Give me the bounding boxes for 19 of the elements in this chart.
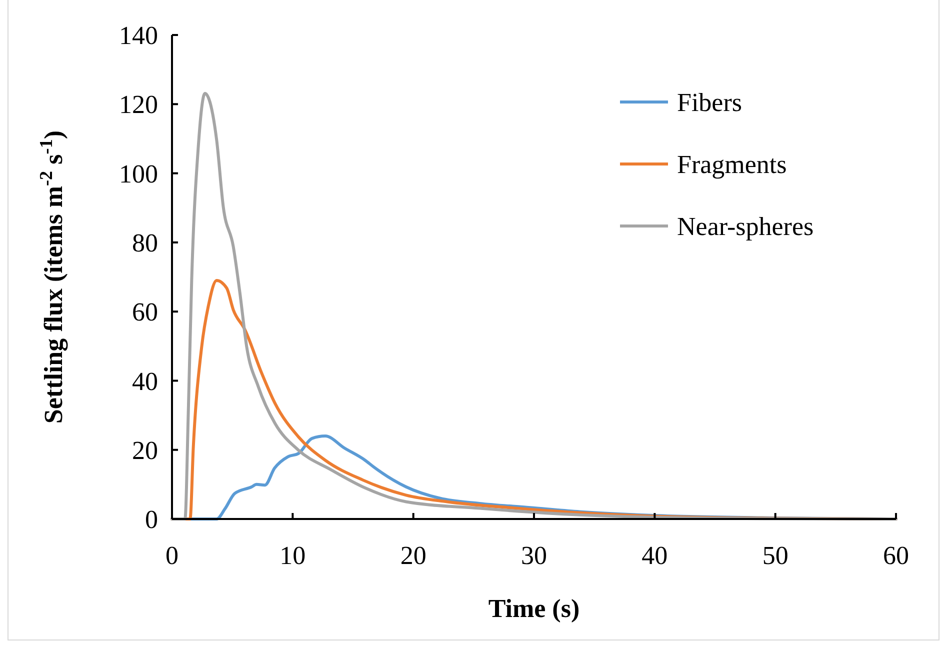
y-tick-label: 0	[145, 505, 158, 534]
x-tick-label: 30	[521, 541, 547, 570]
y-tick-label: 40	[132, 366, 158, 396]
y-tick-label: 120	[119, 90, 158, 120]
x-tick-label: 20	[400, 541, 426, 570]
x-tick-label: 60	[883, 541, 909, 570]
x-axis-title: Time (s)	[488, 594, 580, 623]
legend-label: Near-spheres	[677, 212, 814, 242]
x-tick-label: 40	[642, 541, 668, 570]
x-tick-label: 10	[280, 541, 306, 570]
x-tick-label: 0	[166, 541, 178, 570]
legend-label: Fragments	[677, 150, 787, 180]
y-tick-label: 100	[119, 159, 158, 188]
x-tick-label: 50	[762, 541, 788, 570]
y-tick-label: 140	[119, 21, 158, 50]
y-tick-label: 80	[132, 228, 158, 258]
y-tick-label: 20	[132, 436, 158, 465]
y-tick-label: 60	[132, 298, 158, 327]
legend-label: Fibers	[677, 88, 742, 118]
